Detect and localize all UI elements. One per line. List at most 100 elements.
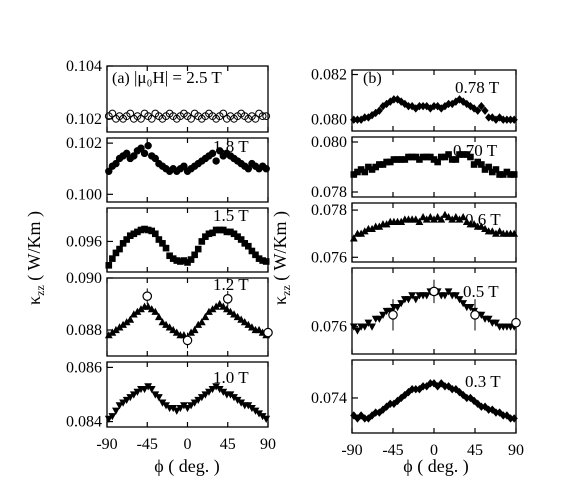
panel-a-point-4-19 [172,407,181,415]
panel-b-point-0-33 [470,104,478,113]
panel-a-point-4-8 [133,388,142,396]
panel-b-point-2-2 [357,229,366,237]
panel-b-point-3-15 [404,296,413,304]
panel-b-ytick-label-0-1: 0.082 [311,67,347,84]
panel-a-xtick-label-3: 45 [220,436,236,453]
panel-b-point-1-15 [405,153,412,161]
panel-b-point-1-32 [467,153,474,161]
panel-b-field-3: 0.5 T [463,282,499,301]
panel-b-point-1-18 [416,156,423,163]
panel-a-point-1-44 [262,165,270,173]
panel-b-point-0-22 [430,101,438,111]
panel-b-point-0-30 [459,97,467,106]
panel-a-point-0-12 [147,114,156,123]
panel-b-point-1-31 [463,151,471,158]
panel-b-point-0-19 [419,101,427,111]
panel-a-point-3-14 [154,312,163,321]
panel-b-point-2-40 [495,227,504,235]
panel-a-point-2-22 [184,259,191,266]
panel-b-point-1-9 [383,158,390,166]
panel-b-point-1-33 [470,161,478,168]
panel-a-point-0-41 [251,114,260,123]
panel-b-point-4-42 [503,411,511,420]
panel-b-point-1-13 [397,156,405,163]
chart-marks: 0.102 0.104 0.100 0.102 0.096 0.088 0.090 0.084… [66,58,524,459]
panel-b-point-3-16 [408,292,417,300]
panel-a-open-point-3-0 [142,291,153,301]
panel-a-point-3-33 [222,305,231,313]
panel-a-point-4-5 [122,396,131,405]
panel-b-point-1-5 [368,166,376,173]
panel-a-point-2-26 [198,238,206,245]
panel-b-point-4-33 [470,396,478,406]
panel-a-point-2-39 [245,242,252,250]
panel-a-point-3-26 [197,318,206,326]
panel-b-point-1-8 [379,161,387,168]
panel-b-point-4-17 [412,385,420,394]
panel-a-point-3-1 [108,328,117,336]
panel-a-point-4-23 [187,402,195,410]
panel-b-point-1-25 [441,153,449,161]
panel-b-point-0-18 [415,101,424,111]
panel-a-open-point-3-1 [182,335,193,346]
panel-a-ytick-label-4-1: 0.086 [66,359,102,376]
panel-a-point-4-13 [151,391,160,399]
panel-b-point-3-13 [397,300,406,308]
panel-a-point-2-3 [116,245,123,253]
panel-b-point-3-3 [360,323,369,331]
panel-b-point-1-44 [510,171,518,178]
panel-b-point-0-41 [499,115,507,124]
panel-b-point-2-39 [492,229,500,237]
panel-a-point-2-16 [162,244,170,252]
panel-a-label: (a) [112,70,130,87]
panel-b-point-2-3 [360,227,369,235]
panel-b-point-1-35 [478,161,485,168]
panel-a-point-4-42 [255,410,263,418]
panel-a-point-2-4 [119,240,127,247]
panel-b-point-1-28 [452,156,460,163]
panel-b-open-point-3-0 [388,310,398,320]
panel-b-point-0-4 [364,113,372,122]
panel-b-point-1-40 [496,171,503,178]
panel-b-point-0-15 [404,101,413,111]
panel-a-point-4-22 [183,404,192,413]
panel-a-field-4: 1.0 T [213,368,249,387]
panel-b-point-2-23 [433,213,442,221]
panel-a-point-2-9 [137,226,145,234]
panel-a-point-3-30 [212,302,221,310]
panel-b-field-0: 0.78 T [455,78,500,97]
panel-a-open-point-3-3 [263,327,273,338]
panel-a-ytick-label-3-1: 0.090 [66,270,102,287]
panel-a-point-4-34 [226,391,235,399]
panel-a-point-2-7 [130,230,138,238]
panel-a-point-2-42 [255,255,263,262]
panel-b-xtick-label-3: 45 [467,442,483,459]
panel-a-point-1-5 [122,149,131,158]
panel-a-point-1-0 [105,167,113,175]
panel-a-ytick-label-3-0: 0.088 [66,322,102,339]
panel-b-point-2-30 [459,213,468,221]
panel-b-point-1-21 [427,153,434,161]
panel-a-point-1-2 [112,159,120,168]
panel-b-point-1-27 [448,156,456,163]
panel-b-point-1-16 [408,153,416,161]
panel-a-point-1-30 [212,157,220,165]
panel-b-point-2-22 [430,215,438,223]
panel-a-point-4-40 [248,404,256,413]
panel-a-point-1-29 [208,149,217,158]
panel-b-ytick-label-3-0: 0.076 [311,319,347,336]
panel-a-point-4-39 [244,402,253,410]
panel-a-point-2-43 [259,257,266,264]
panel-b-point-4-18 [415,385,424,394]
panel-b-point-4-24 [437,379,445,388]
panel-a-point-2-12 [148,227,156,235]
panel-b-point-0-11 [390,95,398,104]
panel-b-point-0-5 [368,110,376,120]
panel-b-point-2-36 [481,224,489,233]
panel-b-field-4: 0.3 T [465,372,501,391]
panel-a-point-4-44 [262,415,271,423]
panel-a-point-4-18 [169,404,178,413]
panel-a-xtick-label-2: 0 [184,436,192,453]
panel-a-point-3-31 [215,299,224,308]
